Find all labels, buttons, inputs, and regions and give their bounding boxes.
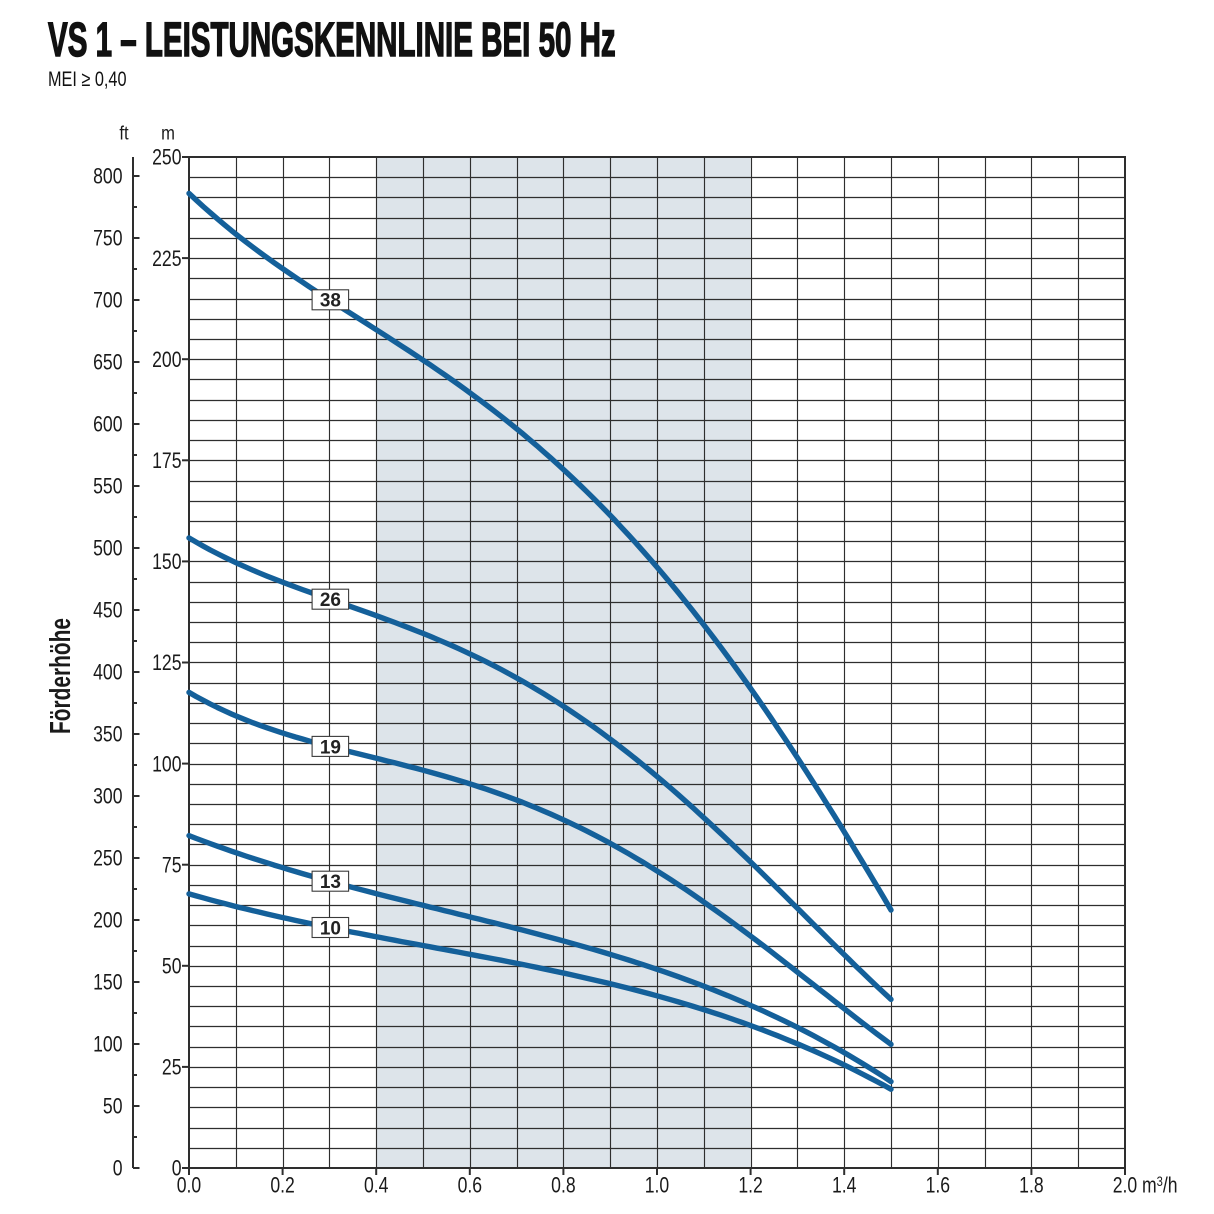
svg-text:2.0: 2.0 [1113,1174,1137,1198]
svg-text:1.2: 1.2 [738,1174,762,1198]
svg-text:350: 350 [93,723,122,747]
svg-text:225: 225 [152,247,181,271]
svg-text:600: 600 [93,413,122,437]
svg-text:450: 450 [93,599,122,623]
svg-text:650: 650 [93,351,122,375]
svg-text:250: 250 [93,847,122,871]
svg-text:0.0: 0.0 [177,1174,201,1198]
svg-text:700: 700 [93,289,122,313]
svg-text:26: 26 [320,590,341,611]
svg-text:100: 100 [93,1033,122,1057]
svg-text:800: 800 [93,165,122,189]
svg-text:1.8: 1.8 [1019,1174,1043,1198]
svg-text:200: 200 [152,348,181,372]
svg-text:0: 0 [172,1157,182,1181]
svg-text:10: 10 [320,918,341,939]
svg-text:1.4: 1.4 [832,1174,856,1198]
svg-text:400: 400 [93,661,122,685]
svg-text:0.6: 0.6 [458,1174,482,1198]
svg-text:m: m [161,122,175,144]
svg-text:VS 1 – LEISTUNGSKENNLINIE BEI: VS 1 – LEISTUNGSKENNLINIE BEI 50 Hz [48,13,616,67]
svg-text:250: 250 [152,146,181,170]
svg-text:150: 150 [93,971,122,995]
svg-text:0.4: 0.4 [364,1174,388,1198]
svg-text:150: 150 [152,550,181,574]
svg-text:100: 100 [152,753,181,777]
svg-text:ft: ft [119,122,128,144]
svg-text:13: 13 [320,872,341,893]
svg-text:175: 175 [152,449,181,473]
svg-text:50: 50 [103,1095,123,1119]
svg-text:750: 750 [93,227,122,251]
svg-text:550: 550 [93,475,122,499]
svg-text:1.0: 1.0 [645,1174,669,1198]
svg-text:50: 50 [162,955,182,979]
svg-text:0.8: 0.8 [551,1174,575,1198]
svg-text:0: 0 [113,1157,123,1181]
svg-text:25: 25 [162,1056,182,1080]
svg-text:Förderhöhe: Förderhöhe [45,618,77,734]
svg-text:75: 75 [162,854,182,878]
svg-text:500: 500 [93,537,122,561]
svg-text:19: 19 [320,737,341,758]
svg-text:0.2: 0.2 [270,1174,294,1198]
svg-text:MEI ≥ 0,40: MEI ≥ 0,40 [48,67,127,90]
svg-text:m3/h: m3/h [1142,1174,1178,1198]
svg-text:38: 38 [320,291,341,312]
svg-text:125: 125 [152,651,181,675]
svg-text:1.6: 1.6 [926,1174,950,1198]
svg-text:300: 300 [93,785,122,809]
svg-text:200: 200 [93,909,122,933]
